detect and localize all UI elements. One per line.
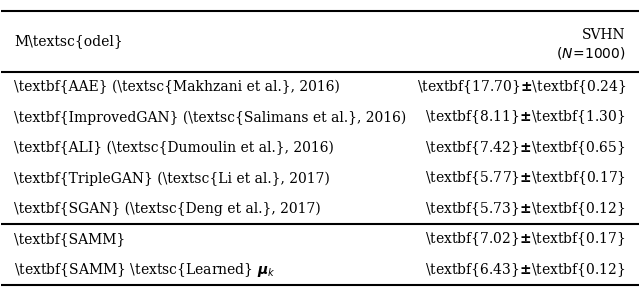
- Text: $(N\!=\!1000)$: $(N\!=\!1000)$: [556, 45, 626, 61]
- Text: \textbf{ImprovedGAN} (\textsc{Salimans et al.}, 2016): \textbf{ImprovedGAN} (\textsc{Salimans e…: [14, 110, 406, 124]
- Text: \textbf{8.11}$\boldsymbol{\pm}$\textbf{1.30}: \textbf{8.11}$\boldsymbol{\pm}$\textbf{1…: [425, 108, 626, 126]
- Text: \textbf{5.73}$\boldsymbol{\pm}$\textbf{0.12}: \textbf{5.73}$\boldsymbol{\pm}$\textbf{0…: [425, 200, 626, 218]
- Text: \textbf{7.42}$\boldsymbol{\pm}$\textbf{0.65}: \textbf{7.42}$\boldsymbol{\pm}$\textbf{0…: [425, 139, 626, 157]
- Text: \textbf{SGAN} (\textsc{Deng et al.}, 2017): \textbf{SGAN} (\textsc{Deng et al.}, 201…: [14, 202, 321, 216]
- Text: \textbf{TripleGAN} (\textsc{Li et al.}, 2017): \textbf{TripleGAN} (\textsc{Li et al.}, …: [14, 171, 330, 186]
- Text: \textbf{ALI} (\textsc{Dumoulin et al.}, 2016): \textbf{ALI} (\textsc{Dumoulin et al.}, …: [14, 141, 334, 155]
- Text: \textbf{17.70}$\boldsymbol{\pm}$\textbf{0.24}: \textbf{17.70}$\boldsymbol{\pm}$\textbf{…: [417, 78, 626, 96]
- Text: \textbf{6.43}$\boldsymbol{\pm}$\textbf{0.12}: \textbf{6.43}$\boldsymbol{\pm}$\textbf{0…: [425, 261, 626, 279]
- Text: \textbf{5.77}$\boldsymbol{\pm}$\textbf{0.17}: \textbf{5.77}$\boldsymbol{\pm}$\textbf{0…: [425, 169, 626, 187]
- Text: SVHN: SVHN: [582, 28, 626, 42]
- Text: \textbf{7.02}$\boldsymbol{\pm}$\textbf{0.17}: \textbf{7.02}$\boldsymbol{\pm}$\textbf{0…: [425, 231, 626, 248]
- Text: \textbf{AAE} (\textsc{Makhzani et al.}, 2016): \textbf{AAE} (\textsc{Makhzani et al.}, …: [14, 80, 340, 94]
- Text: \textbf{SAMM}: \textbf{SAMM}: [14, 233, 125, 246]
- Text: M\textsc{odel}: M\textsc{odel}: [14, 34, 123, 48]
- Text: \textbf{SAMM} \textsc{Learned} $\boldsymbol{\mu}_k$: \textbf{SAMM} \textsc{Learned} $\boldsym…: [14, 261, 275, 279]
